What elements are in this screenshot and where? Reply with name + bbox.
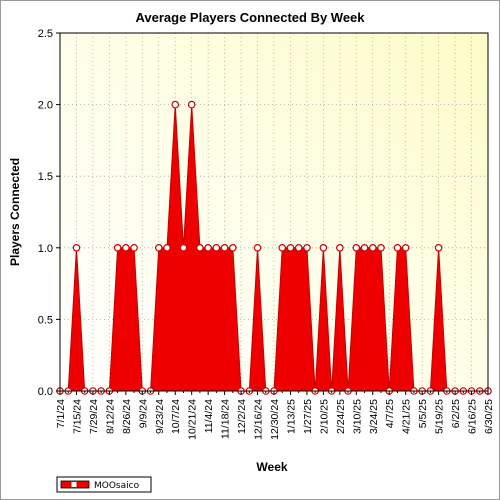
x-tick-label: 8/26/24 bbox=[121, 399, 133, 434]
data-point bbox=[220, 244, 229, 252]
y-tick-label: 2.0 bbox=[38, 100, 53, 112]
data-point bbox=[319, 244, 328, 252]
x-tick-label: 8/12/24 bbox=[104, 399, 116, 434]
data-point bbox=[434, 244, 443, 252]
data-point bbox=[229, 244, 237, 252]
x-tick-label: 5/5/25 bbox=[417, 399, 429, 428]
legend: MOOsaico bbox=[56, 476, 152, 493]
x-tick-label: 3/24/25 bbox=[368, 399, 380, 434]
x-tick-label: 1/27/25 bbox=[302, 399, 314, 434]
chart-title: Average Players Connected By Week bbox=[135, 10, 365, 25]
x-tick-label: 11/18/24 bbox=[220, 399, 232, 439]
x-tick-label: 6/16/25 bbox=[467, 399, 479, 434]
x-axis-title: Week bbox=[256, 460, 287, 474]
x-tick-label: 12/16/24 bbox=[253, 399, 265, 440]
x-tick-label: 6/2/25 bbox=[450, 399, 462, 428]
x-tick-label: 2/10/25 bbox=[318, 399, 330, 434]
y-tick-label: 1.0 bbox=[38, 243, 53, 255]
grid bbox=[60, 33, 488, 391]
x-tick-label: 10/21/24 bbox=[187, 399, 199, 440]
data-point bbox=[204, 244, 212, 252]
series-area bbox=[60, 104, 488, 391]
x-tick-label: 2/24/25 bbox=[335, 399, 347, 434]
x-tick-label: 6/30/25 bbox=[483, 399, 495, 434]
legend-label: MOOsaico bbox=[94, 481, 140, 491]
data-point bbox=[122, 244, 130, 252]
x-tick-label: 4/7/25 bbox=[384, 399, 396, 428]
x-tick-label: 7/15/24 bbox=[71, 399, 83, 434]
y-tick-label: 1.5 bbox=[38, 171, 53, 183]
data-point bbox=[154, 244, 163, 252]
x-tick-label: 10/7/24 bbox=[170, 399, 182, 434]
x-tick-label: 12/30/24 bbox=[269, 399, 281, 440]
x-axis: 7/1/24 7/15/24 7/29/24 8/12/24 8/26/24 9/9/24… bbox=[55, 391, 495, 440]
data-point bbox=[286, 244, 295, 252]
x-tick-label: 9/23/24 bbox=[154, 399, 166, 434]
data-point bbox=[187, 100, 196, 109]
data-point bbox=[196, 244, 204, 252]
x-tick-label: 5/19/25 bbox=[434, 399, 446, 434]
data-point bbox=[336, 244, 344, 252]
x-tick-label: 7/1/24 bbox=[55, 399, 67, 428]
data-point bbox=[393, 244, 402, 252]
data-point bbox=[130, 244, 138, 252]
x-tick-label: 11/4/24 bbox=[203, 399, 215, 433]
data-point bbox=[163, 244, 171, 252]
x-tick-label: 1/13/25 bbox=[285, 399, 297, 434]
data-point bbox=[352, 244, 361, 252]
x-tick-label: 7/29/24 bbox=[88, 399, 100, 434]
data-point bbox=[179, 244, 188, 252]
y-axis: 0.0 0.5 1.0 1.5 2.0 2.5 bbox=[38, 28, 60, 398]
legend-marker-icon bbox=[70, 481, 78, 488]
x-tick-label: 9/9/24 bbox=[137, 399, 149, 428]
data-point bbox=[113, 244, 122, 252]
data-point bbox=[294, 244, 303, 252]
x-tick-label: 4/21/25 bbox=[401, 399, 413, 434]
data-point bbox=[303, 244, 311, 252]
x-tick-label: 12/2/24 bbox=[236, 399, 248, 434]
y-tick-label: 0.5 bbox=[38, 314, 53, 326]
data-point bbox=[171, 100, 180, 109]
y-tick-label: 2.5 bbox=[38, 28, 53, 40]
y-axis-title: Players Connected bbox=[8, 158, 22, 266]
data-point bbox=[377, 244, 385, 252]
data-point bbox=[401, 244, 410, 252]
data-point bbox=[360, 244, 369, 252]
y-tick-label: 0.0 bbox=[38, 386, 53, 398]
data-point bbox=[72, 244, 81, 252]
data-point bbox=[278, 244, 287, 252]
data-point bbox=[253, 244, 262, 252]
x-tick-label: 3/10/25 bbox=[351, 399, 363, 434]
data-point bbox=[368, 244, 377, 252]
data-point bbox=[212, 244, 221, 252]
